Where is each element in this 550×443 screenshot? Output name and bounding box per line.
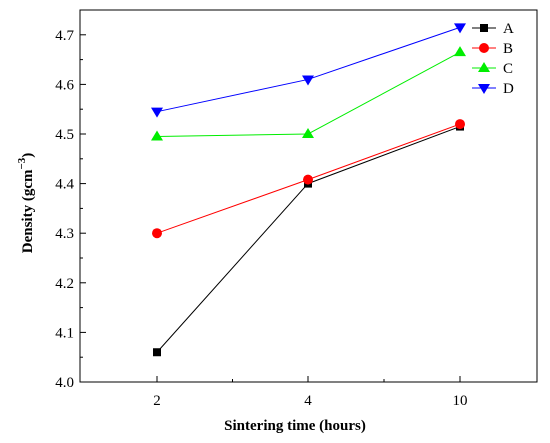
- legend-item-c: C: [472, 61, 513, 77]
- data-point-b: [303, 174, 313, 185]
- data-point-c: [302, 128, 314, 138]
- series-c: [151, 46, 466, 141]
- y-axis-title-close: ): [20, 153, 36, 158]
- data-point-a: [153, 348, 161, 357]
- plot-frame: [79, 9, 538, 383]
- y-axis-title-main: Density (gcm: [20, 169, 36, 253]
- legend-label-c: C: [503, 61, 513, 77]
- x-tick-label: 4: [304, 393, 312, 409]
- x-tick-label: 10: [453, 393, 468, 409]
- y-axis-title: Density (gcm−3): [16, 153, 36, 254]
- x-axis-title: Sintering time (hours): [224, 418, 366, 434]
- data-point-c: [151, 130, 163, 141]
- data-point-b: [152, 228, 162, 239]
- x-axis: 2 4 10: [153, 376, 468, 409]
- data-point-d: [454, 23, 466, 34]
- data-point-d: [151, 107, 163, 118]
- data-point-c: [454, 46, 466, 57]
- legend-item-d: D: [472, 81, 514, 97]
- y-tick-label: 4.2: [55, 276, 74, 292]
- legend-marker-d: [478, 84, 490, 94]
- legend-label-a: A: [503, 21, 514, 37]
- y-tick-label: 4.5: [55, 127, 74, 143]
- series-line-a: [156, 126, 461, 353]
- y-axis: 4.0 4.1 4.2 4.3 4.4 4.5 4.6 4.7: [55, 28, 86, 391]
- y-tick-label: 4.4: [55, 177, 74, 193]
- plot-area: [79, 9, 538, 383]
- series-line-d: [156, 26, 461, 113]
- y-axis-title-sup: −3: [16, 157, 28, 169]
- series-a: [153, 122, 464, 357]
- y-tick-label: 4.0: [55, 375, 74, 391]
- series-d: [151, 23, 466, 118]
- legend-item-b: B: [472, 41, 513, 57]
- y-tick-label: 4.7: [55, 28, 74, 44]
- y-tick-label: 4.3: [55, 226, 74, 242]
- series-layer: [151, 23, 466, 357]
- legend-marker-b: [479, 43, 489, 53]
- series-line-c: [156, 51, 461, 137]
- x-tick-label: 2: [153, 393, 161, 409]
- legend-marker-c: [478, 62, 490, 72]
- series-b: [152, 119, 465, 239]
- y-tick-label: 4.1: [55, 325, 74, 341]
- legend-marker-a: [480, 24, 488, 32]
- legend-label-b: B: [503, 41, 513, 57]
- data-point-d: [302, 75, 314, 86]
- y-tick-label: 4.6: [55, 77, 74, 93]
- data-point-b: [455, 119, 465, 130]
- legend-item-a: A: [472, 21, 514, 37]
- legend-label-d: D: [503, 81, 514, 97]
